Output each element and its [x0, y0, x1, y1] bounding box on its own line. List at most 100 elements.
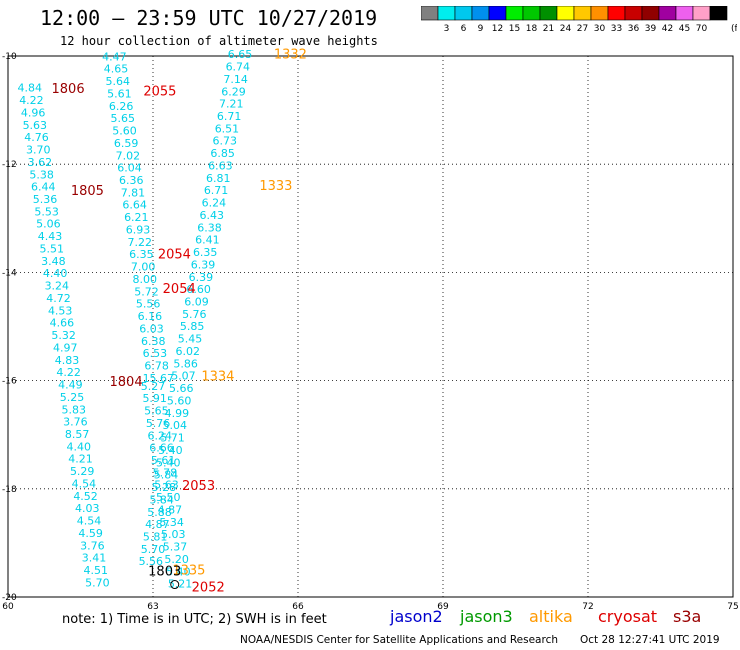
swh-value-label: 4.52 — [73, 490, 98, 503]
swh-value-label: 4.47 — [102, 50, 127, 63]
swh-value-label: 4.40 — [67, 440, 92, 453]
satellite-legend-altika: altika — [529, 607, 573, 626]
swh-value-label: 7.81 — [121, 186, 146, 199]
swh-value-label: 3.62 — [28, 156, 53, 169]
swh-value-label: 3.76 — [63, 416, 88, 429]
swh-value-label: 3.70 — [26, 144, 51, 157]
swh-value-label: 5.76 — [182, 308, 207, 321]
swh-value-label: 4.22 — [56, 366, 81, 379]
swh-value-label: 5.40 — [166, 565, 191, 578]
swh-value-label: 6.02 — [176, 345, 201, 358]
swh-value-label: 6.93 — [126, 223, 151, 236]
swh-value-label: 5.40 — [158, 444, 183, 457]
color-scale-label: 39 — [645, 24, 657, 34]
x-tick-label: 72 — [582, 602, 593, 610]
swh-value-label: 5.06 — [36, 218, 61, 231]
x-tick-label: 75 — [727, 602, 738, 610]
swh-value-label: 4.43 — [38, 230, 63, 243]
swh-value-label: 6.59 — [114, 137, 139, 150]
swh-value-label: 7.00 — [131, 261, 156, 274]
swh-value-label: 5.84 — [149, 493, 174, 506]
swh-value-label: 6.71 — [217, 110, 242, 123]
swh-value-label: 6.44 — [31, 181, 56, 194]
color-scale-label: 6 — [461, 24, 467, 34]
color-scale-label: 45 — [679, 24, 690, 34]
chart-subtitle: 12 hour collection of altimeter wave hei… — [60, 34, 378, 48]
color-scale-label: 9 — [478, 24, 484, 34]
swh-value-label: 5.64 — [105, 75, 130, 88]
pass-number-label: 1803 — [148, 564, 181, 579]
pass-number-label: 2053 — [182, 479, 215, 494]
swh-value-label: 6.65 — [228, 48, 253, 61]
swh-value-label: 4.03 — [75, 502, 100, 515]
y-tick-label: -20 — [2, 593, 17, 603]
color-scale-label: 15 — [509, 24, 520, 34]
plot-frame — [7, 55, 734, 598]
swh-value-label: 5.56 — [136, 298, 161, 311]
swh-value-label: 5.78 — [153, 466, 178, 479]
swh-value-label: 6.35 — [193, 246, 218, 259]
swh-value-label: 5.03 — [161, 528, 186, 541]
swh-value-label: 6.03 — [139, 322, 164, 335]
x-tick-label: 63 — [147, 602, 158, 610]
swh-value-label: 5.38 — [29, 168, 54, 181]
swh-value-label: 4.53 — [48, 304, 73, 317]
pass-number-label: 2052 — [192, 581, 225, 596]
swh-value-label: 6.74 — [226, 61, 251, 74]
swh-value-label: 6.21 — [124, 211, 149, 224]
swh-value-label: 6.38 — [197, 221, 222, 234]
swh-value-label: 5.84 — [154, 469, 179, 482]
swh-value-label: 5.20 — [164, 553, 189, 566]
swh-value-label: 3.48 — [41, 255, 66, 268]
swh-value-label: 4.66 — [50, 317, 75, 330]
swh-value-label: 6.29 — [221, 85, 246, 98]
swh-value-label: 5.07 — [171, 370, 196, 383]
color-scale-label: 3 — [444, 24, 450, 34]
swh-value-label: 5.63 — [23, 119, 48, 132]
swh-value-label: 5.29 — [70, 465, 95, 478]
swh-value-label: 4.21 — [68, 453, 93, 466]
swh-value-label: 5.37 — [163, 541, 188, 554]
swh-value-label: 4.76 — [24, 131, 49, 144]
y-tick-label: -10 — [2, 52, 17, 62]
swh-value-label: 6.24 — [148, 429, 173, 442]
swh-value-label: 4.51 — [83, 564, 108, 577]
color-scale-label: 24 — [560, 24, 572, 34]
swh-value-label: 5.81 — [143, 530, 168, 543]
satellite-legend-s3a: s3a — [673, 607, 702, 626]
x-tick-label: 60 — [2, 602, 14, 610]
swh-value-label: 5.27 — [141, 380, 166, 393]
swh-value-label: 6.09 — [184, 296, 209, 309]
swh-value-label: 6.66 — [149, 442, 174, 455]
swh-value-label: 6.24 — [202, 197, 227, 210]
swh-value-label: 5.72 — [134, 285, 159, 298]
swh-value-label: 7.14 — [223, 73, 248, 86]
swh-value-label: 5.63 — [154, 479, 179, 492]
swh-value-label: 5.71 — [160, 432, 185, 445]
swh-value-label: 5.86 — [173, 357, 198, 370]
swh-value-label: 5.21 — [168, 578, 193, 591]
y-tick-label: -16 — [2, 377, 17, 387]
pass-number-label: 1332 — [274, 48, 307, 63]
swh-value-label: 6.64 — [122, 199, 147, 212]
swh-value-label: 6.26 — [109, 100, 134, 113]
swh-value-label: 3.24 — [45, 280, 70, 293]
island-marker — [170, 580, 180, 590]
pass-number-label: 1333 — [259, 179, 292, 194]
swh-value-label: 5.85 — [180, 320, 205, 333]
swh-value-label: 4.96 — [21, 106, 46, 119]
swh-value-label: 5.76 — [146, 417, 171, 430]
swh-value-label: 6.41 — [195, 234, 220, 247]
color-scale-label: 70 — [696, 24, 708, 34]
satellite-legend-jason2: jason2 — [390, 607, 443, 626]
pass-number-label: 1806 — [52, 82, 85, 97]
swh-value-label: 5.40 — [156, 456, 181, 469]
pass-number-label: 2054 — [158, 247, 191, 262]
swh-value-label: 3.76 — [80, 539, 105, 552]
satellite-legend-jason3: jason3 — [460, 607, 513, 626]
swh-value-label: 7.21 — [219, 98, 244, 111]
swh-value-label: 6.51 — [215, 122, 240, 135]
swh-value-label: 7.22 — [127, 236, 152, 249]
y-tick-label: -18 — [2, 485, 17, 495]
